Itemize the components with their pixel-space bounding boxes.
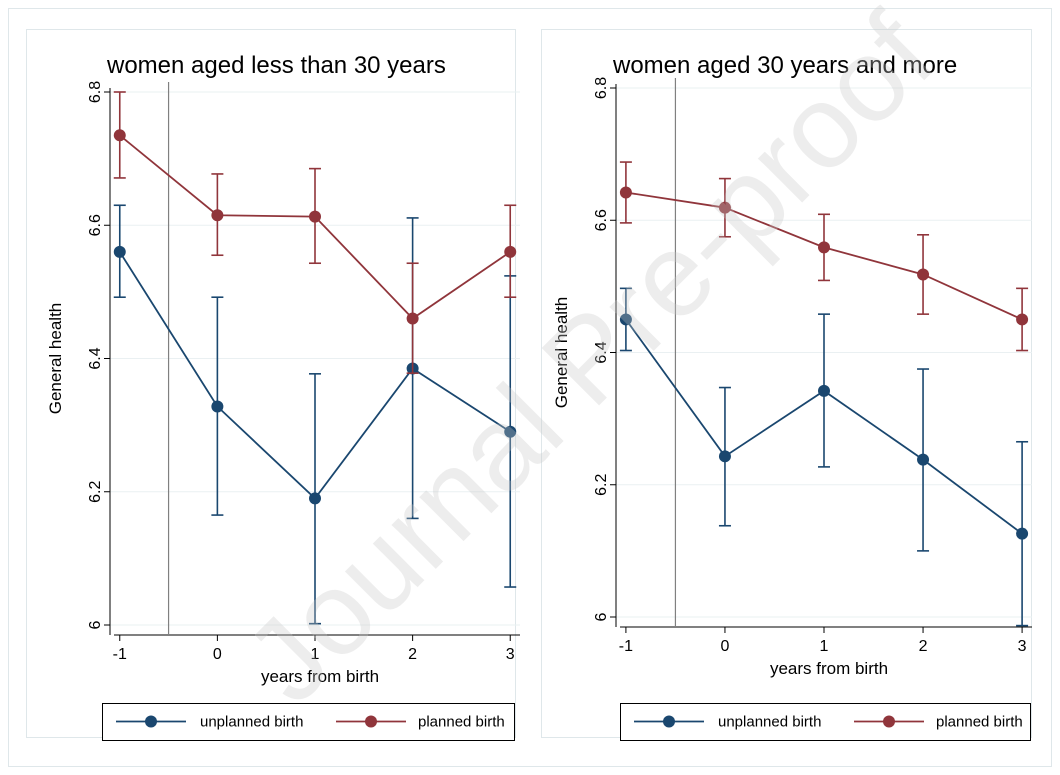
data-point [211,400,224,413]
series-unplanned-birth [113,204,517,625]
legend: unplanned birth planned birth [620,703,1031,741]
data-point [504,245,517,258]
x-tick-label: 1 [820,638,829,655]
y-tick-label: 6.4 [87,347,104,369]
y-tick-label: 6 [87,620,104,629]
y-tick-label: 6.2 [593,474,610,496]
x-axis-title: years from birth [770,659,888,678]
data-point [718,201,731,214]
series-planned-birth [113,91,517,374]
data-point [619,186,632,199]
x-tick-label: 3 [1018,638,1027,655]
data-point [917,453,930,466]
x-tick-label: 1 [311,646,320,663]
chart-title: women aged less than 30 years [106,52,446,79]
y-tick-label: 6.8 [593,77,610,99]
data-point [309,492,321,505]
series-planned-birth [619,161,1029,352]
x-tick-label: 3 [506,646,515,663]
legend-label: planned birth [936,714,1023,731]
chart-panel-2: 6 6.2 6.4 6.6 6.8 -1 0 1 2 3 years from birth Gener… [541,29,1032,741]
legend-marker [145,715,157,728]
data-point [113,129,126,142]
y-tick-label: 6.8 [87,81,104,103]
y-tick-label: 6.6 [593,209,610,231]
x-tick-label: 2 [408,646,417,663]
chart-title: women aged 30 years and more [612,52,957,79]
data-point [619,313,632,326]
data-point [917,268,930,281]
y-tick-label: 6.2 [87,481,104,503]
x-tick-label: 0 [720,638,729,655]
data-point [211,209,224,222]
y-tick-label: 6 [593,612,610,621]
data-point [1016,313,1029,326]
data-point [309,210,321,223]
data-point [406,312,419,325]
data-point [718,450,731,463]
x-tick-label: -1 [113,646,127,663]
legend-marker [663,715,675,728]
legend-marker [365,715,377,728]
series-unplanned-birth [619,287,1029,627]
legend-label: unplanned birth [200,714,303,731]
data-point [113,245,126,258]
y-tick-label: 6.4 [593,341,610,363]
legend: unplanned birth planned birth [102,703,515,741]
panel-border [541,29,1032,738]
legend-marker [883,715,895,728]
y-axis-title: General health [46,303,65,415]
x-tick-label: 2 [919,638,928,655]
x-tick-label: -1 [619,638,633,655]
legend-label: unplanned birth [718,714,821,731]
data-point [504,425,517,438]
y-axis-title: General health [552,297,571,409]
data-point [1016,527,1029,540]
legend-label: planned birth [418,714,505,731]
y-tick-label: 6.6 [87,214,104,236]
data-point [818,241,830,254]
chart-panel-1: 6 6.2 6.4 6.6 6.8 -1 0 1 2 3 years from birth Gener… [26,29,520,741]
x-tick-label: 0 [213,646,222,663]
panel-border [26,29,516,738]
data-point [818,384,830,397]
x-axis-title: years from birth [261,667,379,686]
